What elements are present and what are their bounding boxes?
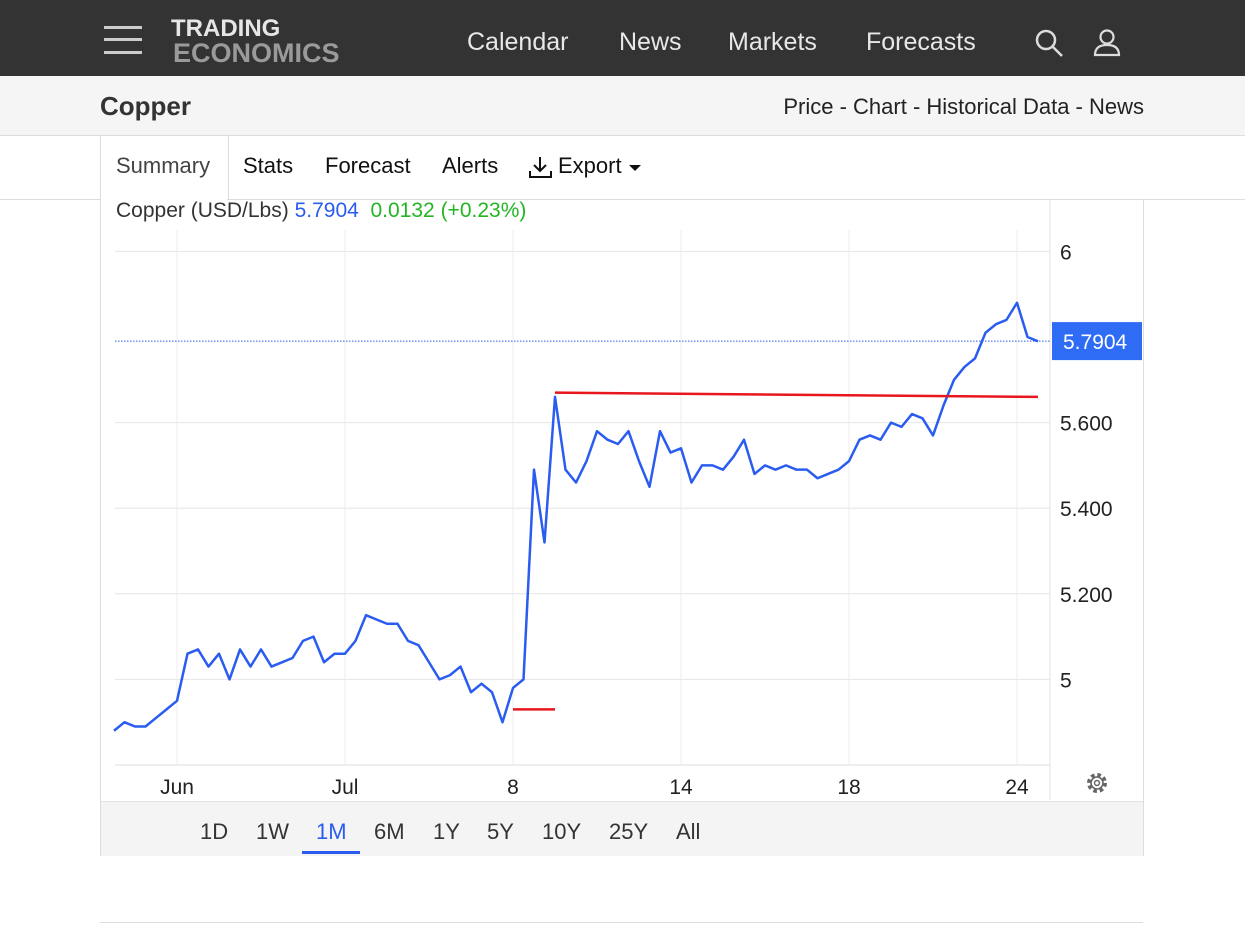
quote-line: Copper (USD/Lbs) 5.7904 0.0132 (+0.23%) xyxy=(116,199,526,223)
range-bar: 1D 1W 1M 6M 1Y 5Y 10Y 25Y All xyxy=(101,801,1143,856)
tab[interactable]: Stats xyxy=(243,153,294,178)
menu-icon[interactable] xyxy=(104,26,142,54)
x-tick-label: Jul xyxy=(332,776,359,799)
x-tick-label: 14 xyxy=(669,776,693,799)
range-button[interactable]: 10Y xyxy=(542,819,582,844)
user-icon[interactable] xyxy=(1092,28,1122,58)
tab[interactable]: Export xyxy=(558,153,622,178)
tab[interactable]: Alerts xyxy=(442,153,499,178)
range-button[interactable]: 1D xyxy=(200,819,229,844)
logo-bottom[interactable]: ECONOMICS xyxy=(173,38,340,68)
y-tick-label: 5 xyxy=(1060,669,1072,692)
page-title: Copper xyxy=(100,91,191,121)
top-bar: TRADING ECONOMICS Calendar News Markets … xyxy=(0,0,1245,76)
range-button[interactable]: 6M xyxy=(374,819,405,844)
divider xyxy=(100,922,1143,923)
y-tick-label: 5.400 xyxy=(1060,498,1113,521)
active-tab-bg xyxy=(100,136,229,200)
active-underline xyxy=(302,851,360,854)
quote-change-pct: (+0.23%) xyxy=(440,199,527,222)
range-button[interactable]: 1Y xyxy=(433,819,460,844)
y-tick-label: 6 xyxy=(1060,241,1072,264)
x-tick-label: 18 xyxy=(837,776,860,799)
range-button[interactable]: All xyxy=(676,819,701,844)
tab[interactable]: Forecast xyxy=(325,153,411,178)
sub-header: Copper Price - Chart - Historical Data -… xyxy=(0,76,1245,136)
nav-link[interactable]: Markets xyxy=(728,28,817,56)
price-line xyxy=(113,301,1039,732)
nav-link[interactable]: Calendar xyxy=(467,28,569,56)
search-icon[interactable] xyxy=(1034,28,1064,58)
x-tick-label: Jun xyxy=(160,776,194,799)
nav-link[interactable]: Forecasts xyxy=(866,28,976,56)
tab[interactable]: Summary xyxy=(116,153,211,178)
divider xyxy=(0,199,100,200)
sub-links[interactable]: Price - Chart - Historical Data - News xyxy=(783,94,1144,119)
trend-line xyxy=(554,391,1039,399)
logo-top[interactable]: TRADING xyxy=(171,15,281,42)
y-tick-label: 5.600 xyxy=(1060,413,1113,436)
nav-link[interactable]: News xyxy=(619,28,682,56)
divider xyxy=(227,199,1245,200)
download-icon[interactable] xyxy=(528,155,554,179)
settings-icon[interactable] xyxy=(1087,773,1107,793)
last-price-box xyxy=(1052,322,1142,361)
x-tick-label: 24 xyxy=(1005,776,1029,799)
caret xyxy=(629,165,641,171)
range-button[interactable]: 1W xyxy=(256,819,289,844)
quote-last: 5.7904 xyxy=(294,199,359,222)
x-tick-label: 8 xyxy=(507,776,519,799)
quote-change: 0.0132 xyxy=(370,199,435,222)
last-price-label: 5.7904 xyxy=(1063,331,1128,354)
range-button[interactable]: 5Y xyxy=(487,819,514,844)
y-tick-label: 5.200 xyxy=(1060,584,1113,607)
range-button[interactable]: 1M xyxy=(316,819,347,844)
quote-name: Copper (USD/Lbs) xyxy=(116,199,289,222)
range-button[interactable]: 25Y xyxy=(609,819,649,844)
